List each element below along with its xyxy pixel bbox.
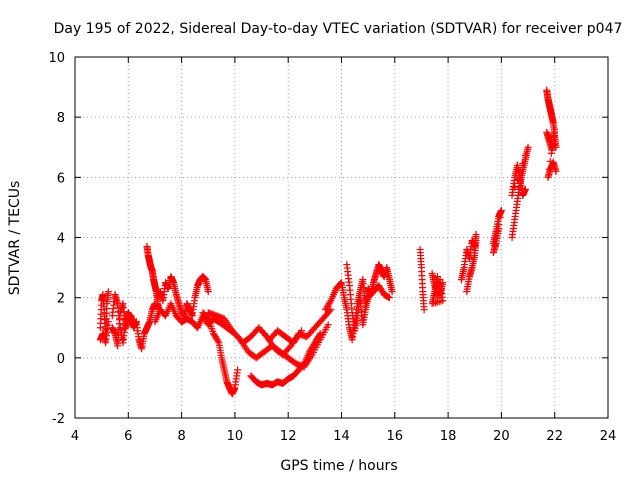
x-tick-label: 24	[600, 429, 617, 444]
x-tick-label: 14	[333, 429, 350, 444]
x-tick-label: 16	[387, 429, 404, 444]
data-point	[298, 327, 306, 335]
data-point	[214, 337, 222, 345]
data-point	[104, 288, 112, 296]
data-point	[439, 279, 447, 287]
y-tick-label: 0	[57, 352, 65, 367]
x-tick-label: 20	[493, 429, 510, 444]
data-points	[96, 86, 560, 398]
y-tick-label: 2	[57, 292, 65, 307]
grid	[75, 57, 608, 418]
data-point	[550, 133, 558, 141]
data-point	[547, 149, 555, 157]
data-point	[497, 206, 505, 214]
data-point	[315, 331, 323, 339]
x-axis-label: GPS time / hours	[280, 458, 397, 474]
data-point	[234, 366, 242, 374]
data-point	[472, 230, 480, 238]
data-point	[204, 288, 212, 296]
y-tick-label: 4	[57, 232, 65, 247]
y-tick-label: 6	[57, 171, 65, 186]
data-point	[385, 294, 393, 302]
data-point	[324, 321, 332, 329]
data-point	[495, 224, 503, 232]
x-tick-label: 22	[546, 429, 563, 444]
y-tick-label: -2	[52, 412, 65, 427]
data-point	[496, 213, 504, 221]
x-tick-label: 4	[71, 429, 79, 444]
data-point	[316, 330, 324, 338]
data-point	[326, 298, 334, 306]
data-point	[552, 167, 560, 175]
data-point	[286, 343, 294, 351]
data-point	[104, 318, 112, 326]
x-tick-label: 18	[440, 429, 457, 444]
y-tick-label: 8	[57, 111, 65, 126]
x-tick-label: 12	[280, 429, 297, 444]
y-axis-label: SDTVAR / TECUs	[7, 181, 23, 296]
y-tick-label: 10	[48, 51, 65, 66]
data-point	[521, 151, 529, 159]
chart-title: Day 195 of 2022, Sidereal Day-to-day VTE…	[54, 21, 623, 37]
x-tick-label: 6	[124, 429, 132, 444]
data-point	[519, 159, 527, 167]
data-point	[524, 143, 532, 151]
data-point	[337, 280, 345, 288]
x-tick-label: 10	[227, 429, 244, 444]
data-point	[388, 288, 396, 296]
data-point	[472, 237, 480, 245]
x-tick-label: 8	[177, 429, 185, 444]
x-axis-ticks: 4 6 8 10 12 14 16 18 20 22 24	[71, 57, 616, 444]
data-point	[420, 306, 428, 314]
data-point	[203, 314, 211, 322]
data-point	[132, 318, 140, 326]
data-point	[326, 307, 334, 315]
data-point	[521, 185, 529, 193]
data-point	[548, 141, 556, 149]
y-axis-ticks: -2 0 2 4 6 8 10	[48, 51, 608, 427]
data-point	[551, 125, 559, 133]
